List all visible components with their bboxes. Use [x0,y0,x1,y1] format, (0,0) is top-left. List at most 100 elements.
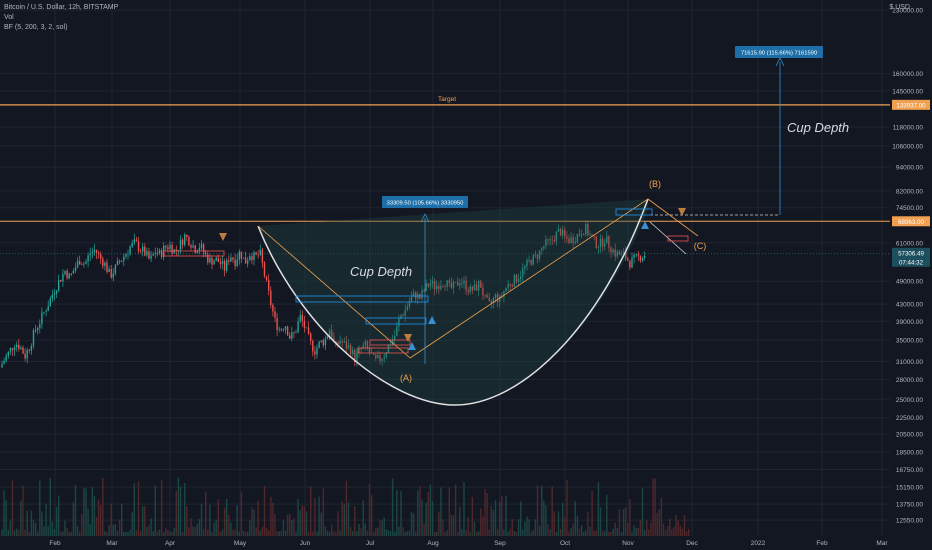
volume-bar [385,529,387,536]
candle-body [509,284,511,286]
volume-bar [604,531,606,536]
signal-up-triangle [428,316,436,324]
candle-body [173,249,175,254]
volume-bar [589,526,591,536]
pattern-box [295,295,429,303]
candle-body [538,250,541,259]
volume-bar [219,531,222,536]
candle-body [20,347,22,349]
volume-bar [492,509,495,536]
volume-bar [431,501,434,536]
candle-body [629,260,631,268]
volume-bar [387,530,390,536]
candle-body [5,355,7,361]
candle-body [297,321,299,333]
volume-bar [118,519,121,536]
volume-bar [131,512,133,536]
candle-body [364,341,366,346]
volume-bar [349,526,352,536]
x-tick-label: 2022 [751,540,766,547]
candle-body [211,257,213,265]
candle-body [429,283,432,287]
volume-bar [276,531,278,536]
volume-bar [64,520,66,536]
currency-label[interactable]: $ USD [889,4,910,11]
candle-body [526,260,528,267]
volume-bar [238,531,240,536]
volume-bar [173,527,175,536]
candle-body [3,360,5,364]
volume-bar [144,506,146,536]
x-tick-label: Jun [300,540,311,547]
candle-body [200,244,203,249]
candle-body [381,358,383,361]
volume-bar [463,481,465,536]
candle-body [133,239,135,243]
candle-body [190,245,192,248]
volume-bar [545,505,547,536]
candle-body [324,338,327,346]
volume-bar [444,531,446,536]
volume-bar [547,524,549,536]
candle-body [398,318,400,327]
volume-bar [198,519,201,536]
candle-body [532,254,534,265]
candle-body [289,335,291,339]
candle-body [270,290,272,305]
volume-bar [158,529,161,536]
candle-body [354,349,356,363]
volume-bar [486,493,488,536]
candle-body [129,246,131,255]
volume-bar [190,518,192,536]
y-tick-label: 43000.00 [896,302,923,309]
candle-body [282,329,285,331]
volume-bar [194,527,196,536]
volume-bar [274,514,276,536]
volume-bar [247,531,249,536]
volume-bar [532,530,534,536]
volume-bar [505,495,507,536]
volume-bar [179,486,182,536]
candle-body [81,264,83,266]
volume-bar [207,529,209,536]
candle-body [194,245,196,253]
candle-body [616,251,618,257]
candle-body [331,330,333,338]
y-tick-label: 12550.00 [896,518,923,525]
candle-body [524,266,526,269]
y-tick-label: 22500.00 [896,415,923,422]
volume-bar [24,529,26,536]
volume-bar [286,514,289,536]
candle-body [436,285,438,290]
volume-bar [641,487,644,536]
volume-bar [110,503,112,536]
volume-bar [383,517,385,536]
countdown-tag-bg [892,256,930,267]
volume-bar [150,518,152,536]
candle-body [373,353,375,355]
candle-body [251,256,253,260]
candle-body [207,254,209,263]
pattern-box [163,250,225,257]
volume-bar [91,486,93,536]
y-axis: 230000.00 160000.00 145000.00 118000.00 1060… [892,8,930,525]
candle-body [601,238,604,247]
volume-bar [135,530,138,536]
volume-bar [658,509,660,536]
signal-down-triangle [219,233,227,241]
volume-bar [664,530,667,536]
candle-body [520,276,522,279]
candle-body [228,260,230,262]
candle-body [488,297,490,301]
volume-bar [341,501,343,536]
candle-body [202,244,205,253]
candle-body [570,237,572,243]
volume-bar [555,531,558,536]
volume-bar [316,531,318,536]
candle-body [499,295,501,303]
candle-body [400,315,402,319]
volume-bar [280,530,282,536]
volume-bar [3,490,5,536]
candle-body [349,345,352,355]
